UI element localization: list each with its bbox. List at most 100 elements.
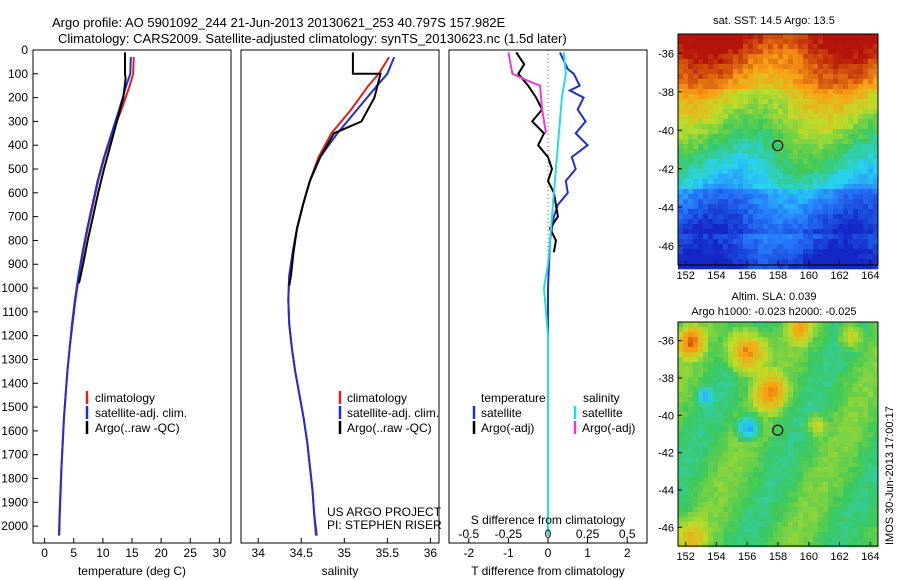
map-cell — [708, 342, 714, 348]
header-line2: Climatology: CARS2009. Satellite-adjuste… — [58, 31, 567, 46]
map-cell — [748, 482, 754, 488]
map-cell — [778, 537, 784, 543]
map-cell — [813, 59, 819, 65]
map-cell — [833, 139, 839, 145]
map-cell — [833, 452, 839, 458]
map-cell — [738, 179, 744, 185]
map-cell — [708, 357, 714, 363]
depth-tick-label: 1100 — [2, 305, 28, 319]
map-cell — [738, 372, 744, 378]
map-cell — [833, 367, 839, 373]
map-cell — [783, 352, 789, 358]
map-cell — [703, 194, 709, 200]
map-cell — [838, 184, 844, 190]
map-cell — [808, 94, 814, 100]
map-cell — [823, 139, 829, 145]
map-cell — [778, 34, 784, 40]
map-cell — [783, 392, 789, 398]
legend-satellite: satellite-adj. clim. — [95, 406, 187, 420]
map-cell — [868, 337, 874, 343]
map-cell — [693, 457, 699, 463]
map-cell — [853, 387, 859, 393]
series-line-satellite-adj-clim- — [287, 56, 396, 536]
map-cell — [758, 372, 764, 378]
map-cell — [703, 332, 709, 338]
map-cell — [723, 44, 729, 50]
map-cell — [833, 417, 839, 423]
map-cell — [833, 497, 839, 503]
map-cell — [793, 332, 799, 338]
map-cell — [793, 229, 799, 235]
map-cell — [858, 189, 864, 195]
map-cell — [773, 129, 779, 135]
map-cell — [683, 79, 689, 85]
map-cell — [698, 154, 704, 160]
map-cell — [863, 442, 869, 448]
map-cell — [693, 472, 699, 478]
map-cell — [703, 149, 709, 155]
map-cell — [833, 362, 839, 368]
map-cell — [803, 532, 809, 538]
map-cell — [718, 377, 724, 383]
map-cell — [743, 482, 749, 488]
map-cell — [818, 154, 824, 160]
map-cell — [698, 174, 704, 180]
map-cell — [728, 442, 734, 448]
map-cell — [743, 69, 749, 75]
map-cell — [838, 154, 844, 160]
map-cell — [723, 412, 729, 418]
map-cell — [688, 99, 694, 105]
map-cell — [868, 144, 874, 150]
map-cell — [868, 109, 874, 115]
map-cell — [743, 154, 749, 160]
map-cell — [818, 159, 824, 165]
map-cell — [778, 94, 784, 100]
map-cell — [698, 64, 704, 70]
map-cell — [828, 362, 834, 368]
map-cell — [763, 492, 769, 498]
map-cell — [718, 159, 724, 165]
map-cell — [838, 532, 844, 538]
map-cell — [778, 522, 784, 528]
map-cell — [738, 224, 744, 230]
map-cell — [858, 352, 864, 358]
map-cell — [823, 159, 829, 165]
map-cell — [788, 114, 794, 120]
map-cell — [768, 69, 774, 75]
map-cell — [808, 382, 814, 388]
map-cell — [728, 144, 734, 150]
map-cell — [813, 69, 819, 75]
map-cell — [833, 347, 839, 353]
map-cell — [813, 99, 819, 105]
map-cell — [733, 34, 739, 40]
map-cell — [733, 254, 739, 260]
map-cell — [843, 332, 849, 338]
map-cell — [823, 99, 829, 105]
map-cell — [798, 209, 804, 215]
map-cell — [873, 327, 879, 333]
map-cell — [778, 249, 784, 255]
map-cell — [698, 407, 704, 413]
map-cell — [728, 239, 734, 245]
map-cell — [813, 34, 819, 40]
map-cell — [778, 507, 784, 513]
map-cell — [733, 164, 739, 170]
map-cell — [838, 34, 844, 40]
map-cell — [718, 259, 724, 265]
map-cell — [788, 407, 794, 413]
map-cell — [858, 124, 864, 130]
map-cell — [678, 189, 684, 195]
map-cell — [798, 402, 804, 408]
map-cell — [688, 417, 694, 423]
map-cell — [753, 124, 759, 130]
map-cell — [858, 537, 864, 543]
map-cell — [778, 527, 784, 533]
map-cell — [808, 44, 814, 50]
map-cell — [873, 134, 879, 140]
map-cell — [753, 402, 759, 408]
map-cell — [703, 477, 709, 483]
map-cell — [758, 99, 764, 105]
map-cell — [823, 129, 829, 135]
map-cell — [813, 49, 819, 55]
map-cell — [843, 84, 849, 90]
